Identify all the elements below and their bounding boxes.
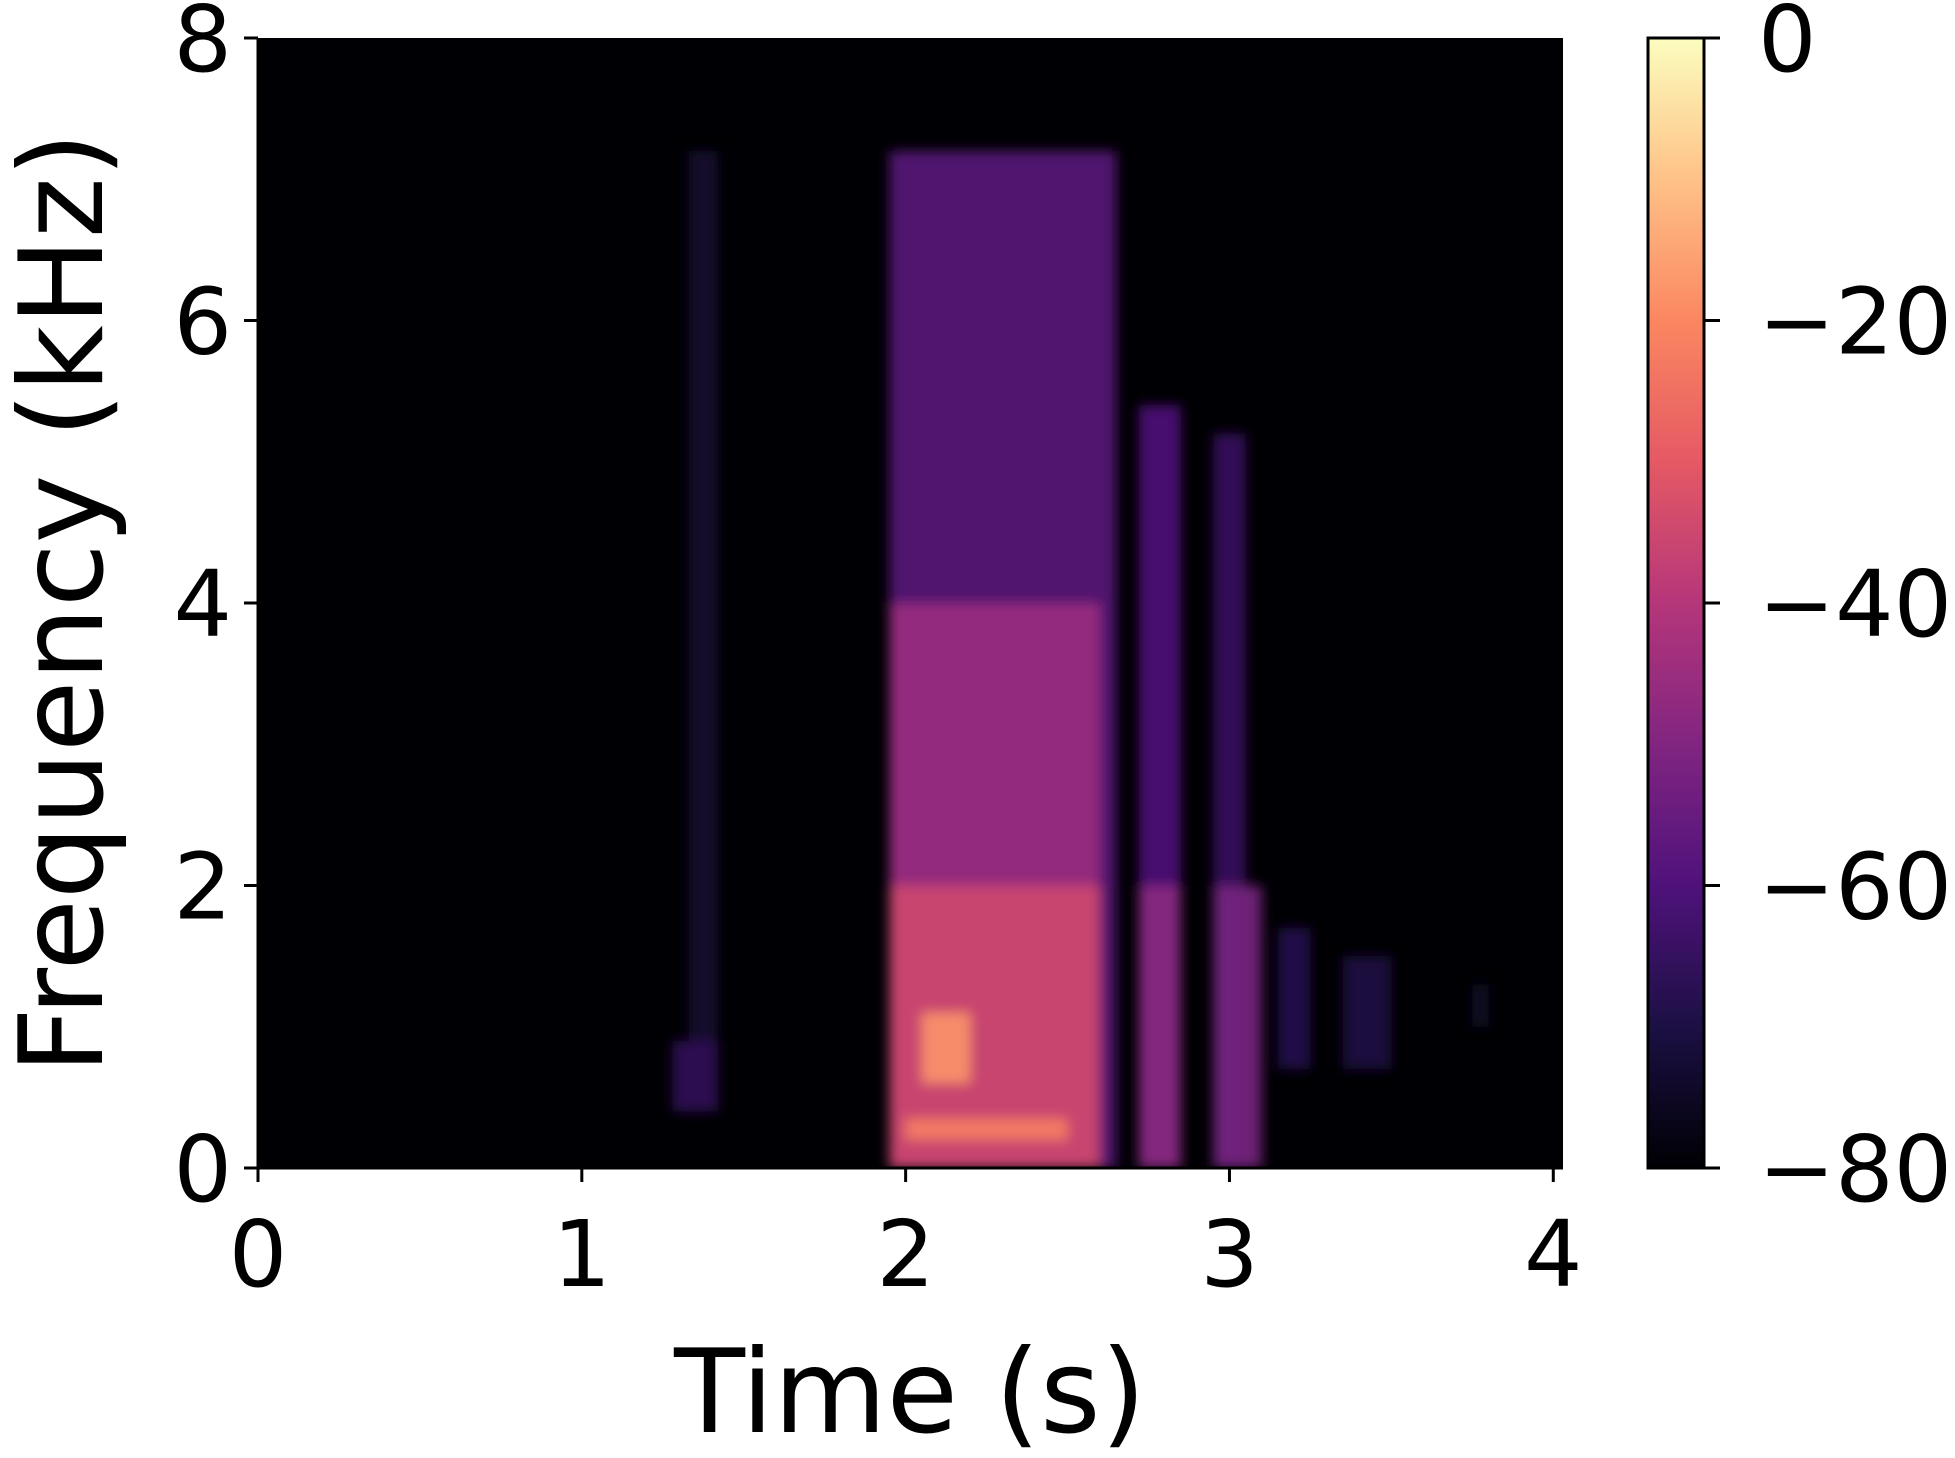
x-tick-label: 4 — [1524, 1201, 1583, 1308]
energy-region — [1213, 885, 1262, 1168]
x-axis-label: Time (s) — [673, 1325, 1146, 1458]
energy-region — [1278, 927, 1311, 1070]
energy-region — [1342, 956, 1392, 1070]
x-tick-label: 3 — [1200, 1201, 1259, 1308]
x-axis-ticks: 0 1 2 3 4 — [229, 1168, 1583, 1308]
energy-region — [1138, 885, 1181, 1168]
energy-region — [1472, 984, 1489, 1027]
axes: 0 1 2 3 4 0 2 4 6 8 Time (s) Frequency (kHz) — [0, 0, 1583, 1458]
energy-region — [921, 1012, 971, 1084]
y-tick-label: 8 — [173, 0, 232, 93]
colorbar: 0 −20 −40 −60 −80 — [1646, 0, 1952, 1223]
colorbar-tick-label: −40 — [1758, 551, 1952, 658]
colorbar-tick-label: 0 — [1758, 0, 1817, 93]
energy-region — [672, 1040, 718, 1112]
spectrogram-energy — [672, 151, 1489, 1168]
y-axis-ticks: 0 2 4 6 8 — [173, 0, 258, 1223]
colorbar-tick-label: −80 — [1758, 1116, 1952, 1223]
plot-area — [258, 38, 1563, 1168]
x-tick-label: 1 — [553, 1201, 612, 1308]
x-tick-label: 2 — [876, 1201, 935, 1308]
colorbar-tick-label: −60 — [1758, 834, 1952, 941]
colorbar-ticks: 0 −20 −40 −60 −80 — [1704, 0, 1952, 1223]
colorbar-tick-label: −20 — [1758, 269, 1952, 376]
colorbar-gradient — [1646, 36, 1706, 1170]
y-tick-label: 6 — [173, 269, 232, 376]
x-tick-label: 0 — [229, 1201, 288, 1308]
energy-region — [905, 1118, 1068, 1140]
y-axis-label: Frequency (kHz) — [0, 132, 130, 1074]
energy-region — [688, 151, 718, 1041]
y-tick-label: 4 — [173, 551, 232, 658]
y-tick-label: 0 — [173, 1116, 232, 1223]
y-tick-label: 2 — [173, 834, 232, 941]
